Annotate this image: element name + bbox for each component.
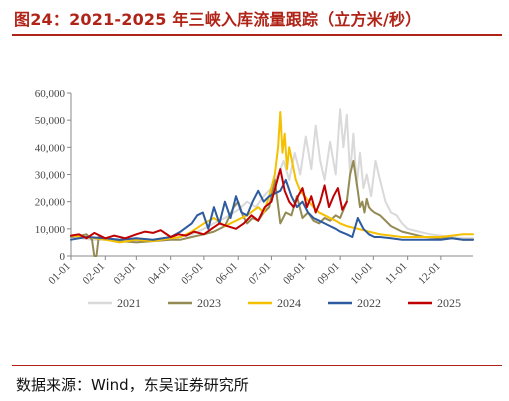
y-tick-label: 40,000 [35, 142, 66, 154]
x-tick-label: 08-01 [281, 260, 308, 287]
x-tick-label: 09-01 [315, 260, 342, 287]
title-rule [12, 34, 502, 36]
x-tick-label: 11-01 [383, 260, 409, 286]
x-tick-label: 06-01 [213, 260, 240, 287]
x-tick-label: 01-01 [46, 260, 73, 287]
chart-legend: 2021 2023 2024 2022 2025 [88, 296, 461, 310]
series-line-2024 [70, 111, 474, 244]
chart-axes: 0 10,000 20,000 30,000 40,000 50,000 60,000 01-… [35, 88, 473, 287]
series-line-2025 [70, 168, 348, 240]
x-tick-label: 07-01 [247, 260, 274, 287]
source-note: 数据来源：Wind，东吴证券研究所 [16, 376, 249, 394]
x-tick-label: 02-01 [81, 260, 108, 287]
x-tick-label: 03-01 [112, 260, 139, 287]
legend-label-2022: 2022 [357, 296, 381, 310]
y-tick-label: 30,000 [35, 170, 66, 182]
source-rule [12, 365, 502, 366]
legend-label-2021: 2021 [117, 296, 141, 310]
series-line-2022 [70, 178, 474, 241]
y-tick-label: 20,000 [35, 197, 66, 209]
x-tick-label: 12-01 [416, 260, 443, 287]
y-tick-label: 50,000 [35, 115, 66, 127]
y-tick-label: 0 [60, 251, 66, 263]
y-tick-label: 10,000 [35, 224, 66, 236]
series-line-2021 [70, 108, 474, 243]
legend-label-2023: 2023 [197, 296, 221, 310]
plot-area [70, 108, 474, 257]
legend-label-2024: 2024 [277, 296, 301, 310]
y-tick-label: 60,000 [35, 88, 66, 100]
x-tick-label: 05-01 [179, 260, 206, 287]
x-tick-label: 10-01 [349, 260, 376, 287]
figure-title: 图24：2021-2025 年三峡入库流量跟踪（立方米/秒） [14, 10, 422, 29]
series-line-2023 [70, 159, 474, 257]
legend-label-2025: 2025 [437, 296, 461, 310]
x-tick-label: 04-01 [146, 260, 173, 287]
